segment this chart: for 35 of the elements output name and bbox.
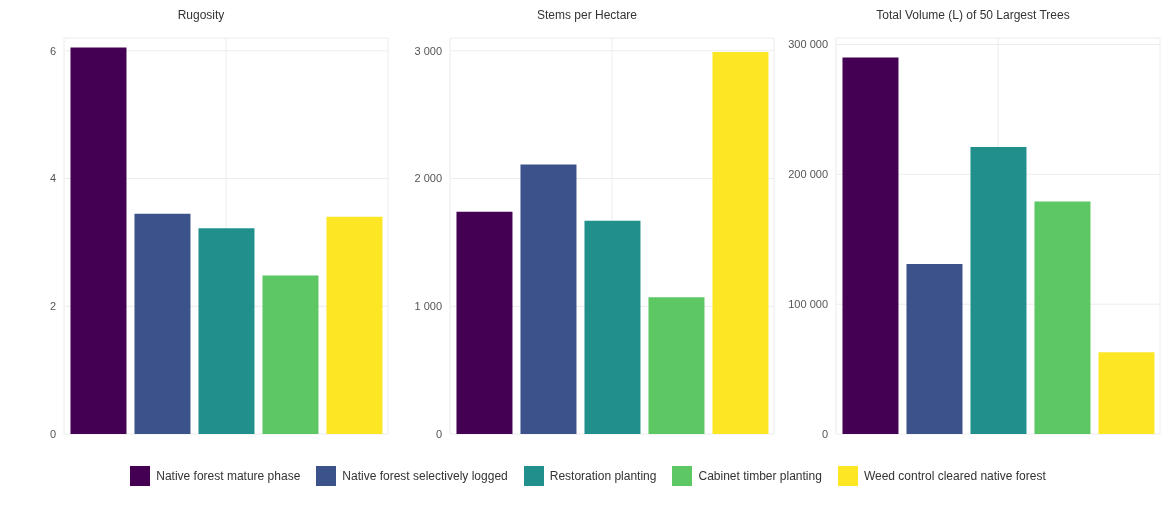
- bar: [1034, 201, 1091, 434]
- legend-label: Native forest selectively logged: [342, 469, 508, 483]
- bar: [326, 216, 383, 434]
- chart-title: Total Volume (L) of 50 Largest Trees: [875, 8, 1071, 24]
- bar: [906, 263, 963, 434]
- y-tick-label: 100 000: [788, 298, 828, 311]
- y-tick-label: 0: [49, 427, 56, 440]
- bar: [842, 57, 899, 434]
- bar: [648, 297, 705, 434]
- bar: [584, 220, 641, 434]
- y-tick-label: 3 000: [414, 44, 442, 57]
- bar: [520, 164, 577, 434]
- legend-label: Restoration planting: [549, 469, 657, 483]
- chart-title: Stems per Hectare: [535, 8, 638, 24]
- legend-label: Native forest mature phase: [156, 469, 301, 483]
- chart-title: Rugosity: [176, 8, 226, 24]
- bar: [134, 213, 191, 434]
- bar: [262, 275, 319, 434]
- bar: [456, 211, 513, 434]
- y-tick-label: 2: [49, 300, 56, 313]
- legend-label: Weed control cleared native forest: [863, 469, 1046, 483]
- y-tick-label: 0: [435, 427, 442, 440]
- y-tick-label: 2 000: [414, 172, 442, 185]
- y-tick-label: 0: [821, 427, 828, 440]
- bar: [970, 147, 1027, 434]
- y-tick-label: 6: [49, 44, 56, 57]
- bar: [1098, 352, 1155, 434]
- bar: [712, 52, 769, 434]
- legend-label: Cabinet timber planting: [698, 469, 822, 483]
- y-tick-label: 4: [49, 172, 56, 185]
- y-tick-label: 300 000: [788, 38, 828, 51]
- y-tick-label: 1 000: [414, 300, 442, 313]
- bar: [198, 228, 255, 434]
- y-tick-label: 200 000: [788, 168, 828, 181]
- bar: [70, 47, 127, 434]
